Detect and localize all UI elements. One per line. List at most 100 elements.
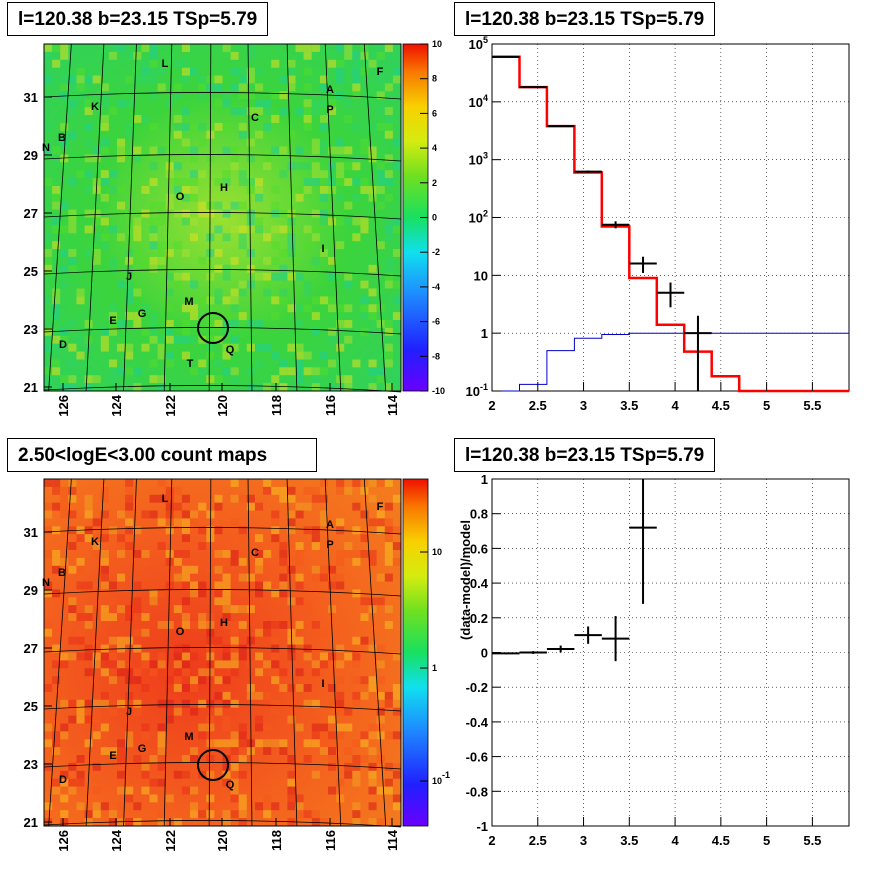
source-label-e: E [109,750,116,762]
colorbar-tick-label: 1 [432,663,437,673]
colorbar-tick-label: -6 [432,317,440,327]
graticule-lon [163,43,173,392]
y-tick-label: 29 [24,583,38,598]
source-label-g: G [138,743,147,755]
y-tick-label: 1 [481,326,488,341]
source-label-t: T [187,358,194,370]
source-label-l: L [162,58,169,70]
x-tick-label: 2 [488,398,495,413]
x-tick-label: 3.5 [620,833,638,848]
x-tick-label: 3 [580,398,587,413]
source-label-n: N [42,142,50,154]
graticule-lat [43,327,402,335]
graticule-lat [43,212,402,220]
graticule-lat [43,154,402,162]
y-tick-label: -0.6 [466,750,488,765]
graticule-lon [363,43,387,392]
graticule-lat [43,589,402,597]
y-tick-label: -0.8 [466,784,488,799]
graticule-lon [48,43,72,392]
y-tick-label: 104 [469,93,488,110]
y-tick-label: 0.8 [470,507,488,522]
y-tick-label: -1 [476,819,488,834]
x-tick-label: 3.5 [620,398,638,413]
source-label-k: K [91,101,99,113]
residual-map-panel: L F AP K C BN H O I J M G E D Q T 126 124 122 120 118 116 114… [24,39,445,417]
y-tick-label: 0.6 [470,541,488,556]
y-tick-label: 31 [24,90,38,105]
graticule-lat [43,762,402,770]
source-label-a: A [326,84,334,96]
colorbar-tick-label: -10 [432,386,445,396]
y-tick-label: 31 [24,525,38,540]
title-count-map: 2.50<logE<3.00 count maps [7,438,317,472]
graticule-lat [43,704,402,712]
colorbar-tick-label: 4 [432,143,437,153]
y-tick-label: -0.2 [466,680,488,695]
y-tick-label: 103 [469,151,488,168]
colorbar-tick-label: 10 [432,39,442,49]
source-label-o: O [176,626,185,638]
y-tick-label: 27 [24,641,38,656]
y-tick-label: 102 [469,209,488,226]
graticule-lon [324,478,342,827]
x-tick-label: 2 [488,833,495,848]
graticule-lon [324,43,342,392]
graticule-lon [286,43,298,392]
y-tick-label: 21 [24,380,38,395]
y-tick-label: 25 [24,699,38,714]
graticule-lon [363,478,387,827]
x-tick-label: 120 [215,395,230,417]
x-tick-label: 122 [163,830,178,852]
graticule-lon [247,43,253,392]
source-label-n: N [42,577,50,589]
colorbar-tick-label: 8 [432,74,437,84]
y-tick-label: 23 [24,757,38,772]
y-tick-label: 0.4 [470,576,489,591]
source-label-e: E [109,315,116,327]
source-circle [197,749,229,781]
title-residual-map: l=120.38 b=23.15 TSp=5.79 [7,2,269,36]
x-tick-label: 5.5 [803,833,821,848]
x-tick-label: 122 [163,395,178,417]
graticule-lon [208,43,212,392]
graticule-lat [43,647,402,655]
y-tick-label: 21 [24,815,38,830]
source-label-i: I [321,243,324,255]
x-tick-label: 124 [109,394,124,416]
graticule-lon [163,478,173,827]
colorbar-tick-label: 10-1 [432,770,450,786]
colorbar-tick-label: 6 [432,108,437,118]
y-tick-label: 0 [481,646,488,661]
source-label-h: H [220,617,228,629]
y-tick-label: 23 [24,322,38,337]
colorbar-counts [402,478,429,827]
model-total-line [492,55,849,393]
source-label-d: D [59,339,67,351]
x-tick-label: 4.5 [712,833,730,848]
x-tick-label: 118 [269,830,284,851]
source-label-f: F [377,501,384,513]
x-tick-label: 4 [671,398,679,413]
title-spectrum: l=120.38 b=23.15 TSp=5.79 [454,2,716,36]
source-label-h: H [220,182,228,194]
colorbar-tick-label: -2 [432,247,440,257]
y-tick-label: 27 [24,206,38,221]
colorbar-tick-label: -4 [432,282,440,292]
x-tick-label: 114 [385,829,400,851]
graticule-lon [48,478,72,827]
y-axis-label: (data-model)/model [458,520,473,640]
graticule-lat [43,269,402,277]
source-circle [197,312,229,344]
source-label-q: Q [226,779,235,791]
model-component-line [492,332,849,392]
x-tick-label: 116 [323,830,338,851]
source-label-g: G [138,308,147,320]
x-tick-label: 124 [109,829,124,851]
graticule-lat [43,527,402,535]
source-label-m: M [184,731,193,743]
source-label-p: P [326,104,333,116]
x-tick-label: 114 [385,394,400,416]
x-tick-label: 3 [580,833,587,848]
source-label-l: L [162,493,169,505]
